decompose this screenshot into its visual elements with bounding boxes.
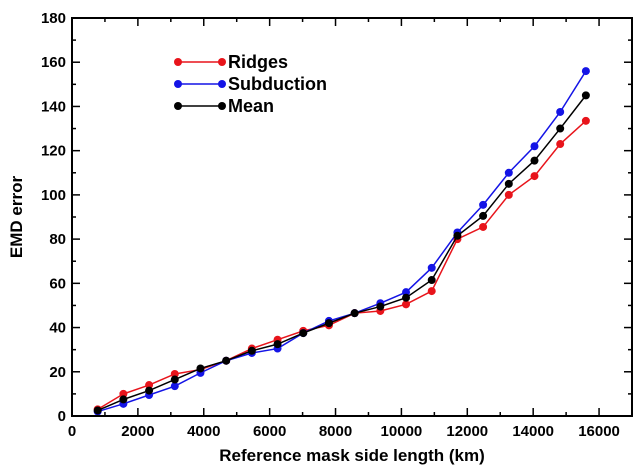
subduction-line [97,70,587,413]
ridges-point [581,116,590,125]
mean-point [453,231,462,240]
mean-point [427,276,436,285]
subduction-point [556,107,565,116]
y-tick-label: 120 [41,143,66,160]
x-tick-label: 0 [68,423,76,440]
x-tick-label: 10000 [381,423,423,440]
legend-marker [174,102,182,110]
mean-point [324,319,333,328]
ridges-point [170,369,179,378]
series-mean [93,91,590,415]
mean-point [350,309,359,318]
mean-point [530,156,539,165]
mean-point [170,375,179,384]
y-tick-label: 140 [41,98,66,115]
ridges-point [145,381,154,390]
legend-label: Mean [228,96,274,116]
y-tick-label: 80 [49,231,66,248]
plot-frame [71,17,633,417]
series-subduction [93,67,590,416]
y-tick-label: 0 [58,408,66,425]
y-axis-label: EMD error [7,176,26,259]
mean-point [581,91,590,100]
ridges-point [556,140,565,149]
mean-point [196,364,205,373]
y-tick-label: 160 [41,54,66,71]
legend-label: Ridges [228,52,288,72]
mean-point [247,346,256,355]
mean-line [97,94,587,412]
ridges-point [530,172,539,181]
x-tick-label: 16000 [578,423,620,440]
mean-point [119,395,128,404]
mean-point [145,386,154,395]
ridges-point [504,190,513,199]
subduction-point [530,142,539,151]
legend-item-subduction: Subduction [174,74,327,94]
y-tick-label: 180 [41,10,66,27]
legend-marker [218,58,226,66]
mean-point [556,124,565,133]
subduction-point [504,168,513,177]
legend-marker [218,80,226,88]
mean-point [273,340,282,349]
y-tick-label: 40 [49,320,66,337]
mean-point [376,302,385,311]
x-axis-label: Reference mask side length (km) [219,446,484,465]
legend-marker [218,102,226,110]
legend-marker [174,80,182,88]
subduction-point [427,263,436,272]
mean-point [504,179,513,188]
x-tick-label: 2000 [121,423,154,440]
mean-point [479,211,488,220]
subduction-point [479,200,488,209]
subduction-point [581,67,590,76]
ridges-point [119,389,128,398]
axis-ticks [71,17,633,417]
legend-marker [174,58,182,66]
subduction-point [170,382,179,391]
legend-item-mean: Mean [174,96,274,116]
subduction-point [402,288,411,297]
mean-point [402,293,411,302]
y-tick-label: 20 [49,364,66,381]
ridges-point [402,300,411,309]
x-tick-label: 6000 [253,423,286,440]
x-tick-label: 12000 [446,423,488,440]
mean-point [93,406,102,415]
mean-point [299,329,308,338]
y-tick-label: 100 [41,187,66,204]
x-tick-label: 4000 [187,423,220,440]
legend-label: Subduction [228,74,327,94]
x-tick-label: 8000 [319,423,352,440]
tick-labels: 0 2000 4000 6000 8000 10000 12000 14000 16000 0 20… [41,10,620,440]
x-tick-label: 14000 [512,423,554,440]
series-ridges [93,116,590,414]
ridges-line [97,120,587,411]
mean-point [222,356,231,365]
ridges-point [479,222,488,231]
plot-series [93,67,590,416]
y-tick-label: 60 [49,275,66,292]
ridges-point [427,287,436,296]
legend-item-ridges: Ridges [174,52,288,72]
